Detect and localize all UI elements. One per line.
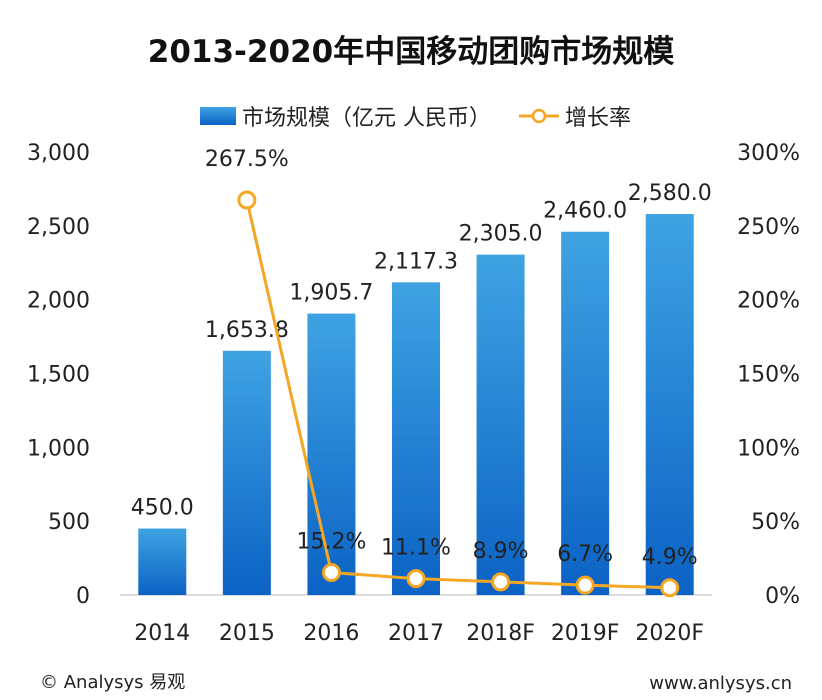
bar-data-labels: 450.01,653.81,905.72,117.32,305.02,460.0…: [131, 181, 712, 521]
legend-line-marker: [531, 108, 547, 124]
y-right-tick-label: 150%: [737, 363, 800, 388]
growth-data-labels: 267.5% 15.2% 11.1% 8.9% 6.7% 4.9%: [205, 147, 698, 570]
y-left-tick-label: 0: [76, 584, 90, 609]
growth-data-label: 4.9%: [642, 545, 698, 570]
bar: [222, 350, 271, 595]
growth-marker: [321, 563, 341, 583]
axes: 0 500 1,000 1,500 2,000 2,500 3,000 0% 50% 100% 15…: [27, 141, 800, 646]
y-left-tick-label: 2,500: [27, 215, 90, 240]
bar: [392, 282, 440, 595]
growth-line: [245, 199, 670, 590]
growth-marker: [575, 575, 595, 595]
bar-data-label: 2,580.0: [628, 181, 712, 206]
y-left-tick-label: 500: [48, 510, 90, 535]
legend-bar-label: 市场规模（亿元 人民币）: [242, 106, 491, 131]
y-right-tick-label: 100%: [737, 436, 800, 461]
bar: [307, 313, 356, 595]
y-left-tick-label: 1,000: [27, 436, 90, 461]
x-tick-label: 2020F: [635, 621, 704, 646]
growth-marker: [406, 569, 426, 589]
growth-marker: [660, 578, 680, 598]
growth-marker: [237, 190, 257, 210]
growth-data-label: 11.1%: [381, 536, 451, 561]
bar: [476, 254, 525, 595]
bar-data-label: 2,460.0: [543, 199, 627, 224]
bar-series: [138, 214, 694, 596]
x-tick-label: 2019F: [551, 621, 620, 646]
y-right-tick-label: 200%: [737, 289, 800, 314]
legend-bar-swatch: [200, 107, 236, 125]
x-tick-label: 2016: [303, 621, 359, 646]
footer-source: © Analysys 易观: [40, 672, 186, 693]
bar: [561, 231, 610, 596]
legend-line-label: 增长率: [565, 106, 631, 131]
footer-url: www.anlysys.cn: [649, 673, 792, 694]
y-left-tick-label: 2,000: [27, 289, 90, 314]
growth-data-label: 15.2%: [296, 530, 366, 555]
growth-line-series: [237, 190, 680, 598]
growth-data-label: 267.5%: [205, 147, 289, 172]
bar-data-label: 450.0: [131, 496, 194, 521]
bar-data-label: 2,305.0: [459, 222, 543, 247]
growth-data-label: 6.7%: [557, 542, 613, 567]
bar-data-label: 1,905.7: [289, 281, 373, 306]
y-left-tick-label: 1,500: [27, 363, 90, 388]
bar: [645, 214, 694, 595]
y-right-tick-label: 250%: [737, 215, 800, 240]
x-tick-label: 2015: [219, 621, 275, 646]
y-right-tick-label: 0%: [765, 584, 800, 609]
x-tick-label: 2017: [388, 621, 444, 646]
y-right-tick-label: 300%: [737, 141, 800, 166]
x-tick-label: 2018F: [466, 621, 535, 646]
bar-data-label: 2,117.3: [374, 249, 458, 274]
x-tick-label: 2014: [134, 621, 190, 646]
growth-data-label: 8.9%: [473, 539, 529, 564]
bar: [138, 528, 187, 595]
growth-marker: [491, 572, 511, 592]
y-right-tick-label: 50%: [751, 510, 800, 535]
legend: 市场规模（亿元 人民币） 增长率: [200, 106, 631, 131]
y-left-tick-label: 3,000: [27, 141, 90, 166]
chart-title: 2013-2020年中国移动团购市场规模: [148, 34, 674, 70]
